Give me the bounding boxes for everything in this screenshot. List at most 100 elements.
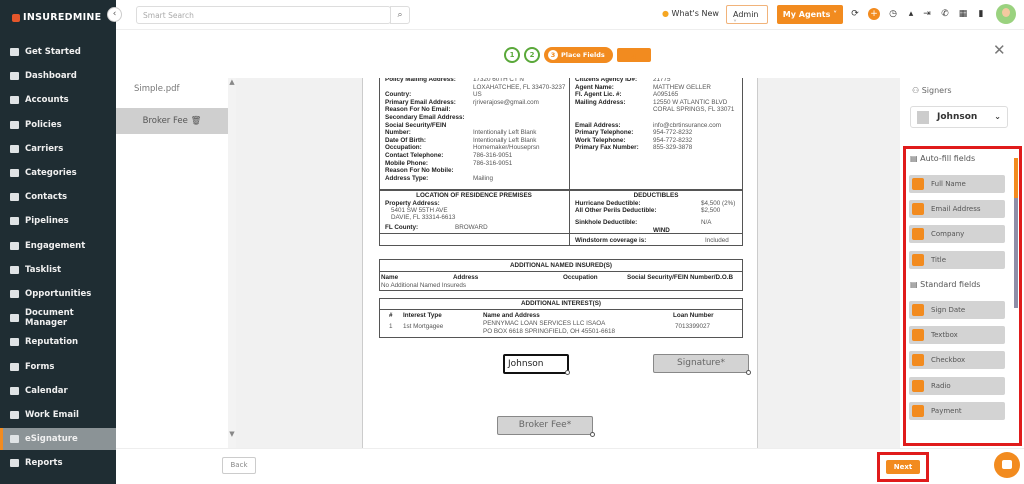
- field-radio[interactable]: Radio: [909, 376, 1005, 395]
- ni-col-name: Name: [381, 274, 399, 281]
- sidebar-item-tasklist[interactable]: Tasklist: [0, 259, 116, 281]
- field-textbox[interactable]: Textbox: [909, 326, 1005, 345]
- trash-icon[interactable]: 🗑: [190, 116, 202, 126]
- file-name[interactable]: Simple.pdf: [134, 84, 180, 94]
- sidebar-item-label: Tasklist: [25, 264, 62, 275]
- logo[interactable]: INSUREDMINE: [12, 12, 101, 23]
- contact-icon: [10, 193, 19, 202]
- mail-icon: [10, 411, 19, 419]
- my-agents-button[interactable]: My Agents ˅: [777, 5, 843, 24]
- signers-label: Signers: [921, 86, 952, 95]
- sidebar-item-engagement[interactable]: Engagement: [0, 235, 116, 257]
- field-value: CORAL SPRINGS, FL 33071: [653, 106, 735, 114]
- field-value: MATTHEW GELLER: [653, 83, 711, 91]
- field-sign-date[interactable]: Sign Date: [909, 301, 1005, 319]
- signature-field-placed[interactable]: Signature*: [653, 354, 751, 375]
- phone-icon[interactable]: ✆: [941, 9, 949, 19]
- file-panel: Simple.pdf Broker Fee 🗑 ▲ ▼: [116, 78, 236, 448]
- bell-icon[interactable]: ▴: [908, 9, 914, 19]
- document-icon[interactable]: ▮: [978, 9, 984, 19]
- ni-col-occupation: Occupation: [563, 274, 598, 281]
- step-4[interactable]: 4: [616, 48, 651, 62]
- sidebar-item-pipelines[interactable]: Pipelines: [0, 210, 116, 232]
- file-panel-scrollbar[interactable]: ▲ ▼: [228, 78, 236, 448]
- next-button[interactable]: Next: [886, 460, 920, 474]
- sinkhole-value: N/A: [701, 219, 712, 226]
- field-title[interactable]: Title: [909, 250, 1005, 269]
- fields-panel: ⚇ Signers Johnson ⌄ ▤ Auto-fill fields Fu…: [900, 78, 1024, 448]
- field-full-name[interactable]: Full Name: [909, 175, 1005, 193]
- collapse-sidebar-button[interactable]: ‹: [107, 7, 122, 22]
- field-payment[interactable]: Payment: [909, 401, 1005, 420]
- scroll-down-icon[interactable]: ▼: [229, 430, 235, 438]
- fields-scrollbar[interactable]: [1014, 158, 1018, 308]
- field-checkbox[interactable]: Checkbox: [909, 351, 1005, 370]
- name-field-value: Johnson: [508, 359, 544, 369]
- field-value: 12550 W ATLANTIC BLVD: [653, 98, 728, 106]
- reputation-icon: [10, 338, 19, 347]
- sidebar-item-label: Reports: [25, 458, 63, 469]
- whats-new-link[interactable]: ● What's New: [662, 9, 719, 18]
- sidebar-item-policies[interactable]: Policies: [0, 114, 116, 136]
- resize-handle[interactable]: [565, 370, 570, 375]
- signer-select[interactable]: Johnson ⌄: [910, 106, 1008, 128]
- field-value: 17320 60TH CT N: [473, 78, 524, 83]
- step-1[interactable]: 1: [504, 47, 520, 63]
- field-company[interactable]: Company: [909, 225, 1005, 244]
- ni-col-address: Address: [453, 274, 479, 281]
- sidebar-item-opportunities[interactable]: Opportunities: [0, 283, 116, 305]
- field-label: Sign Date: [931, 306, 966, 314]
- scroll-up-icon[interactable]: ▲: [229, 78, 235, 86]
- selected-field-item[interactable]: Broker Fee 🗑: [116, 108, 228, 134]
- search-icon[interactable]: ⌕: [390, 6, 410, 24]
- add-icon[interactable]: +: [868, 8, 880, 20]
- field-email-address[interactable]: Email Address: [909, 200, 1005, 219]
- resize-handle[interactable]: [590, 432, 595, 437]
- search-input[interactable]: Smart Search: [136, 6, 391, 24]
- sidebar-item-contacts[interactable]: Contacts: [0, 186, 116, 208]
- sidebar-item-work-email[interactable]: Work Email: [0, 404, 116, 426]
- title-icon: [912, 253, 924, 266]
- document-canvas: Policy Mailing Address: 17320 60TH CT N LO…: [236, 78, 900, 448]
- field-label: Work Telephone:: [575, 136, 626, 144]
- chat-icon[interactable]: [994, 452, 1020, 478]
- field-value: LOXAHATCHEE, FL 33470-3237: [473, 83, 566, 91]
- clock-icon[interactable]: ◷: [889, 9, 897, 19]
- refresh-icon[interactable]: ⟳: [851, 9, 859, 19]
- sidebar-item-forms[interactable]: Forms: [0, 356, 116, 378]
- sidebar-item-label: eSignature: [25, 434, 78, 445]
- sidebar-item-carriers[interactable]: Carriers: [0, 138, 116, 160]
- property-addr2: DAVIE, FL 33314-6613: [391, 214, 456, 221]
- logo-icon: [12, 13, 20, 22]
- ni-empty: No Additional Named Insureds: [381, 282, 467, 289]
- step-3-current[interactable]: 3 Place Fields: [544, 47, 613, 63]
- step-2[interactable]: 2: [524, 47, 540, 63]
- field-label: Contact Telephone:: [385, 152, 444, 159]
- sidebar-item-reputation[interactable]: Reputation: [0, 331, 116, 353]
- sidebar-item-calendar[interactable]: Calendar: [0, 380, 116, 402]
- sidebar-item-categories[interactable]: Categories: [0, 162, 116, 184]
- sidebar-item-esignature[interactable]: eSignature: [0, 428, 116, 451]
- bottom-bar: Back Next: [116, 448, 1024, 484]
- resize-handle[interactable]: [746, 370, 751, 375]
- sidebar-item-reports[interactable]: Reports: [0, 452, 116, 474]
- sidebar-item-get-started[interactable]: Get Started: [0, 41, 116, 63]
- int-name: PENNYMAC LOAN SERVICES LLC ISAOA: [483, 320, 606, 327]
- sidebar-item-dashboard[interactable]: Dashboard: [0, 65, 116, 87]
- int-col-loan: Loan Number: [673, 312, 714, 319]
- role-select[interactable]: Admin ˅: [726, 5, 768, 28]
- logout-icon[interactable]: ⇥: [923, 9, 931, 19]
- county-label: FL County:: [385, 224, 419, 231]
- chip-icon[interactable]: ▦: [958, 9, 968, 19]
- folder-icon: [10, 314, 19, 323]
- sidebar-item-document-manager[interactable]: Document Manager: [0, 307, 116, 329]
- sidebar-item-accounts[interactable]: Accounts: [0, 89, 116, 111]
- broker-fee-field-placed[interactable]: Broker Fee*: [497, 416, 595, 437]
- name-field-placed[interactable]: Johnson: [503, 354, 570, 375]
- bank-icon: [10, 144, 19, 153]
- autofill-heading: ▤ Auto-fill fields: [910, 154, 976, 163]
- back-button[interactable]: Back: [222, 457, 256, 474]
- close-icon[interactable]: ✕: [993, 41, 1006, 59]
- avatar[interactable]: [996, 4, 1016, 24]
- field-label: Number:: [385, 129, 411, 137]
